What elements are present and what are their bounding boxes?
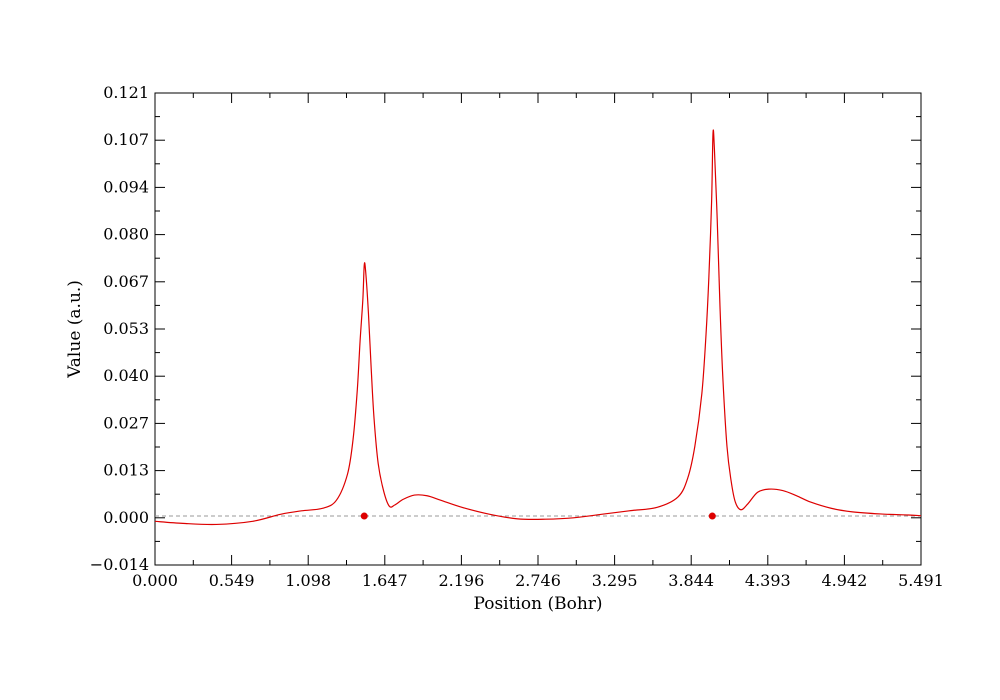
y-tick-label: 0.000 xyxy=(103,508,149,527)
x-tick-label: 4.942 xyxy=(821,571,867,590)
atom-marker xyxy=(708,512,716,520)
y-tick-label: 0.053 xyxy=(103,319,149,338)
y-tick-label: 0.013 xyxy=(103,461,149,480)
y-tick-label: 0.027 xyxy=(103,413,149,432)
y-tick-label: 0.040 xyxy=(103,366,149,385)
x-tick-label: 1.647 xyxy=(362,571,408,590)
x-tick-label: 4.393 xyxy=(745,571,791,590)
x-tick-label: 0.000 xyxy=(132,571,178,590)
y-tick-label: 0.107 xyxy=(103,130,149,149)
x-tick-label: 5.491 xyxy=(898,571,944,590)
y-axis-title: Value (a.u.) xyxy=(65,280,85,379)
x-tick-label: 0.549 xyxy=(209,571,255,590)
x-tick-label: 3.295 xyxy=(592,571,638,590)
x-tick-label: 1.098 xyxy=(285,571,331,590)
y-tick-label: 0.067 xyxy=(103,272,149,291)
x-tick-label: 3.844 xyxy=(668,571,714,590)
x-tick-label: 2.196 xyxy=(438,571,484,590)
series-layer xyxy=(154,129,922,526)
x-tick-label: 2.746 xyxy=(515,571,561,590)
tick-labels: 0.000 0.549 1.098 1.647 2.196 2.746 3.295 3.844… xyxy=(90,83,944,590)
y-tick-label: −0.014 xyxy=(90,555,149,574)
marker-layer xyxy=(360,512,716,520)
plot-frame xyxy=(154,92,922,566)
y-tick-label: 0.094 xyxy=(103,177,149,196)
x-axis-title: Position (Bohr) xyxy=(473,594,602,614)
y-tick-label: 0.121 xyxy=(103,83,149,102)
y-tick-label: 0.080 xyxy=(103,225,149,244)
tick-marks xyxy=(154,92,922,566)
atom-marker xyxy=(360,512,368,520)
series-line xyxy=(154,129,922,526)
